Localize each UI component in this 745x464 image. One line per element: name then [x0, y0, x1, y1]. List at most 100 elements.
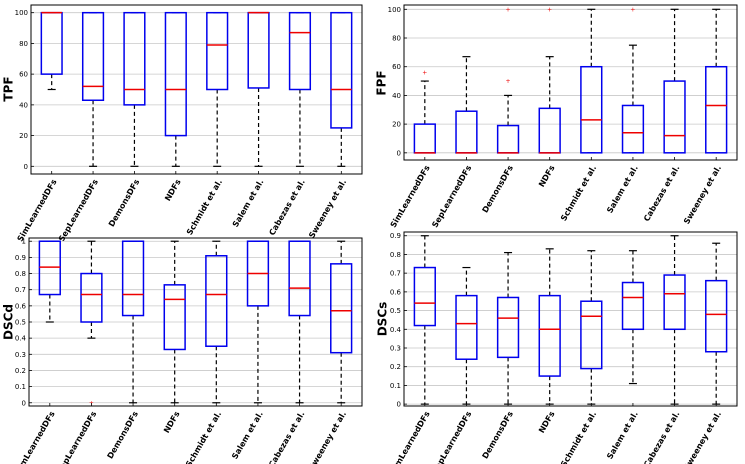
dscd-ytick-label: 0.9 — [15, 254, 26, 262]
iqr-box — [80, 272, 103, 323]
iqr-box — [580, 300, 603, 370]
fpf-ytick-label: 80 — [392, 35, 401, 43]
iqr-box — [621, 281, 645, 331]
fpf-box-4: + — [538, 6, 561, 154]
dscs-ytick-label: 0.2 — [390, 363, 401, 371]
iqr-box — [455, 110, 478, 154]
dscs-box-1 — [413, 235, 436, 405]
iqr-box — [496, 296, 520, 359]
dscd-axes-frame — [28, 237, 363, 407]
dscd-box-6 — [246, 240, 270, 404]
dscd-category-label: DemonsDFs — [106, 410, 141, 461]
fpf-ytick-label: 40 — [392, 92, 401, 100]
dscs-category-label: Salem et al. — [605, 410, 640, 461]
iqr-box — [663, 274, 686, 331]
dscd-ytick-label: 0.6 — [15, 302, 27, 310]
dscs-category-label: DemonsDFs — [481, 410, 516, 461]
iqr-box — [205, 255, 228, 347]
fpf-category-label: Salem et al. — [605, 164, 640, 215]
tpf-ytick-label: 80 — [19, 40, 28, 48]
dscs-ytick-label: 0.1 — [390, 382, 401, 390]
dscd-ytick-label: 0.1 — [15, 383, 26, 391]
dscs-box-6 — [621, 250, 645, 385]
fpf-category-label: DemonsDFs — [481, 164, 516, 215]
dscs-panel: 0 0.1 0.2 0.3 0.4 0.5 0.6 0.7 0.8 0.9 DSCs SimLearn… — [376, 231, 738, 464]
tpf-box-6 — [247, 11, 270, 167]
fpf-ytick-label: 0 — [397, 149, 401, 157]
dscd-box-8 — [330, 240, 353, 404]
iqr-box — [288, 240, 311, 317]
dscd-panel: 0 0.1 0.2 0.3 0.4 0.5 0.6 0.7 0.8 0.9 1 DSCd SimLear… — [2, 237, 363, 464]
tpf-ytick-label: 60 — [19, 71, 28, 79]
iqr-box — [38, 240, 61, 296]
tpf-ytick-label: 40 — [19, 101, 28, 109]
fpf-box-2 — [455, 56, 478, 154]
tpf-category-label: SimLearnedDFs — [16, 178, 59, 244]
dscd-box-4 — [163, 240, 186, 404]
dscs-ytick-label: 0.3 — [390, 345, 401, 353]
dscd-box-1 — [38, 240, 61, 323]
outlier-marker: + — [506, 6, 511, 13]
tpf-category-label: Cabezas et al. — [267, 178, 306, 237]
tpf-box-5 — [206, 11, 229, 167]
dscd-ytick-label: 0.5 — [15, 319, 26, 327]
fpf-ytick-label: 100 — [388, 6, 401, 14]
fpf-ylabel: FPF — [375, 70, 389, 95]
fpf-category-label: Schmidt et al. — [559, 164, 598, 223]
dscd-ytick-label: 0.2 — [15, 367, 26, 375]
iqr-box — [81, 11, 105, 102]
dscs-category-label: NDFs — [537, 410, 557, 435]
tpf-category-label: NDFs — [163, 178, 183, 203]
dscs-category-label: Schmidt et al. — [559, 410, 598, 464]
iqr-box — [538, 294, 561, 377]
iqr-box — [455, 294, 478, 360]
tpf-category-label: DemonsDFs — [107, 178, 142, 229]
dscs-ytick-label: 0 — [397, 401, 401, 409]
iqr-box — [330, 11, 353, 129]
iqr-box — [538, 107, 561, 154]
tpf-axes-frame — [30, 4, 363, 175]
dscd-ytick-label: 0.8 — [15, 270, 26, 278]
dscd-box-5 — [205, 240, 228, 404]
dscd-category-label: Salem et al. — [230, 410, 265, 461]
tpf-category-label: Sweeney et al. — [307, 178, 348, 240]
fpf-box-6: + — [621, 6, 645, 154]
fpf-category-label: SimLearnedDFs — [389, 164, 432, 230]
dscs-axes-frame — [403, 231, 738, 407]
outlier-marker: + — [422, 69, 427, 76]
outlier-marker: + — [506, 78, 511, 85]
dscs-category-label: SepLearnedDFs — [430, 410, 473, 464]
tpf-category-label: Salem et al. — [231, 178, 266, 229]
tpf-ytick-label: 20 — [19, 132, 28, 140]
iqr-box — [496, 124, 520, 154]
tpf-box-4 — [164, 11, 187, 167]
iqr-box — [288, 11, 312, 91]
iqr-box — [206, 11, 229, 91]
iqr-box — [164, 11, 187, 137]
tpf-box-3 — [123, 11, 146, 167]
fpf-box-1: + — [413, 69, 436, 154]
fpf-ytick-label: 20 — [392, 121, 401, 129]
dscs-category-label: Cabezas et al. — [642, 410, 681, 464]
dscs-box-8 — [705, 242, 728, 405]
fpf-ytick-label: 60 — [392, 63, 401, 71]
dscd-ytick-label: 1 — [22, 238, 26, 246]
tpf-box-7 — [288, 11, 312, 167]
dscd-category-label: Sweeney et al. — [307, 410, 348, 464]
dscd-category-label: NDFs — [162, 410, 182, 435]
dscd-ylabel: DSCd — [2, 304, 16, 340]
dscs-ylabel: DSCs — [376, 302, 390, 337]
dscd-category-label: SimLearnedDFs — [14, 410, 57, 464]
dscs-ytick-label: 0.8 — [390, 251, 401, 259]
fpf-box-3: ++ — [496, 6, 520, 154]
iqr-box — [705, 279, 728, 353]
iqr-box — [247, 11, 270, 89]
dscs-box-7 — [663, 235, 686, 405]
dscs-box-5 — [580, 250, 603, 405]
dscs-ytick-label: 0.5 — [390, 307, 401, 315]
dscd-ytick-label: 0.7 — [15, 286, 26, 294]
dscs-box-2 — [455, 266, 478, 405]
fpf-box-7 — [663, 8, 686, 154]
iqr-box — [121, 240, 145, 317]
